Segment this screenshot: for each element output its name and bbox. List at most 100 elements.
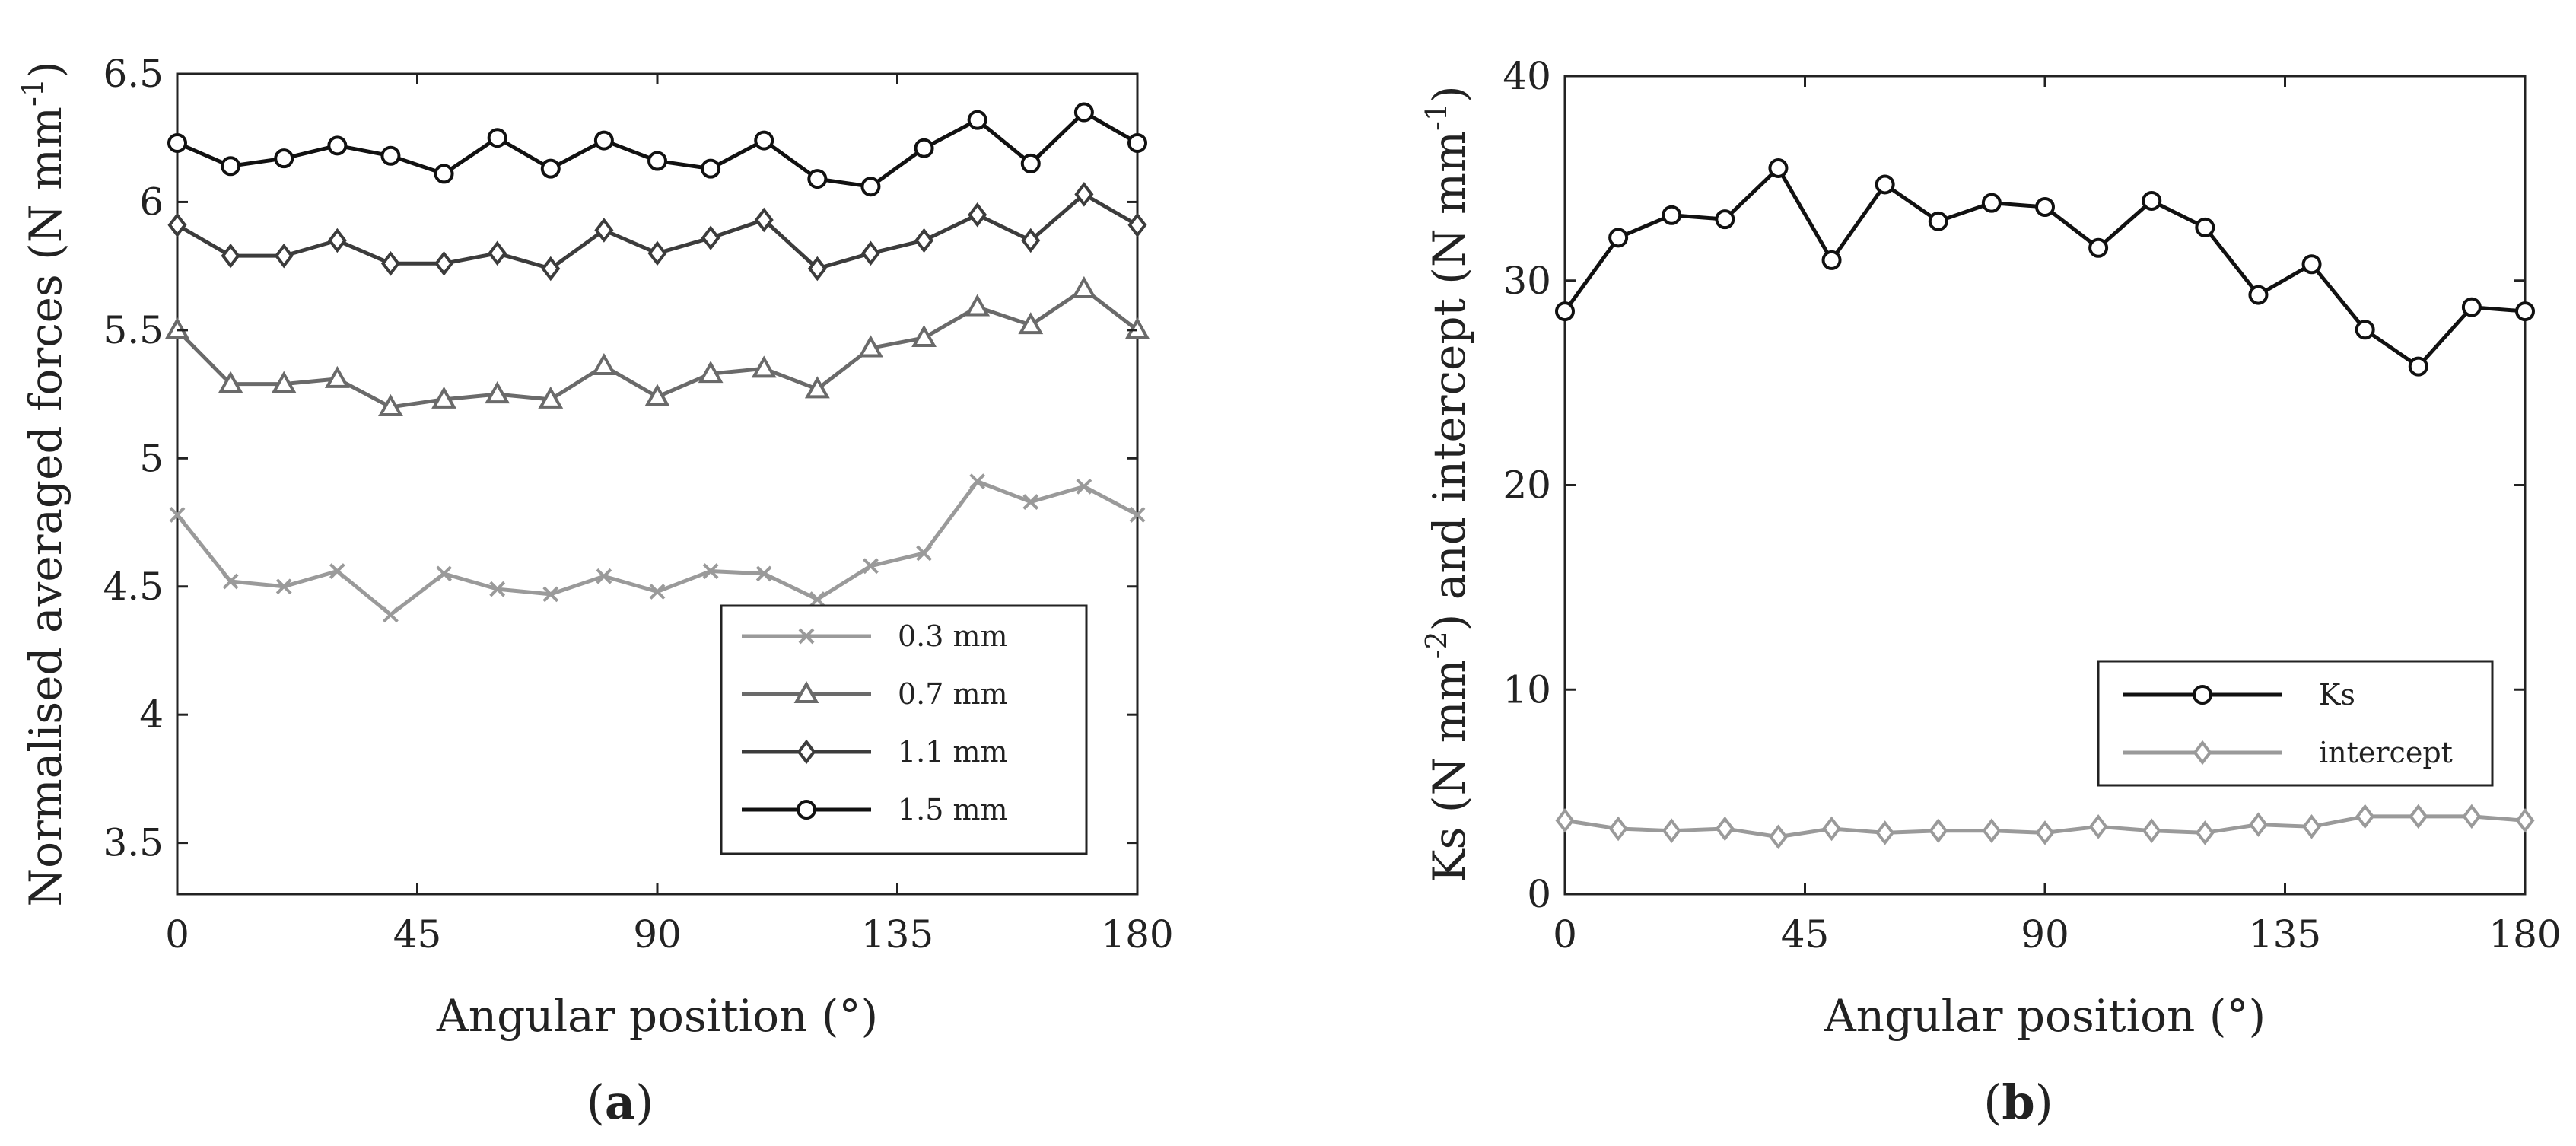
panel-a-xlabel: Angular position (°) <box>436 990 878 1042</box>
panel-a-ytick-label: 4 <box>139 692 164 737</box>
panel-a-point-1-1-mm <box>380 251 400 276</box>
panel-a-point-0-3-mm <box>329 563 345 579</box>
panel-b-point-intercept <box>1929 818 1948 843</box>
panel-b-point-ks <box>1928 211 1948 231</box>
panel-a-xtick-label: 45 <box>393 912 442 957</box>
panel-b-ytick-label: 40 <box>1503 54 1551 98</box>
panel-b-point-ks <box>2461 297 2482 317</box>
panel-a-point-0-7-mm <box>698 361 724 384</box>
panel-a-point-0-3-mm <box>1022 494 1039 510</box>
panel-a-point-1-5-mm <box>221 156 241 177</box>
panel-a-legend-label-0-3-mm: 0.3 mm <box>898 619 1008 653</box>
panel-a-legend-marker-0-3-mm <box>798 628 815 645</box>
panel-b-legend: Ks intercept <box>2097 660 2494 787</box>
panel-a-point-1-1-mm <box>221 243 240 269</box>
panel-a-point-1-5-mm <box>487 128 507 148</box>
panel-a-point-1-1-mm <box>807 256 827 282</box>
panel-b-point-ks <box>2035 197 2055 217</box>
panel-b-point-ks <box>2408 356 2428 377</box>
panel-b-point-intercept <box>2142 818 2161 843</box>
panel-b-xtick-label: 135 <box>2249 912 2321 957</box>
panel-a-point-1-1-mm <box>1074 182 1094 207</box>
panel-a-point-0-3-mm <box>222 573 239 590</box>
panel-b-xtick-label: 180 <box>2489 912 2561 957</box>
panel-a-legend-label-0-7-mm: 0.7 mm <box>898 677 1008 711</box>
panel-b-ytick-label: 30 <box>1503 259 1551 303</box>
panel-b-point-intercept <box>1715 816 1735 842</box>
panel-a-point-0-7-mm <box>804 376 830 399</box>
panel-a-point-1-1-mm <box>914 228 934 253</box>
panel-b-point-ks <box>1981 193 2002 213</box>
panel-a-point-1-5-mm <box>1127 132 1147 153</box>
panel-b-point-intercept <box>1822 816 1842 842</box>
panel-b-legend-label-ks: Ks <box>2319 678 2355 711</box>
panel-b-point-intercept <box>1875 820 1895 845</box>
panel-a-point-0-7-mm <box>378 393 403 416</box>
panel-a-point-0-3-mm <box>702 563 719 579</box>
panel-a-legend-marker-1-5-mm <box>797 800 816 820</box>
panel-b-point-ks <box>1875 174 1895 195</box>
panel-a-point-0-7-mm <box>911 324 937 347</box>
panel-a-series-0-7-mm <box>164 275 1150 416</box>
panel-a-point-1-5-mm <box>807 169 828 189</box>
panel-a-point-0-3-mm <box>275 578 292 595</box>
panel-a-series-0-3-mm <box>169 473 1146 623</box>
panel-a-point-1-5-mm <box>1020 153 1041 173</box>
panel-a-point-0-7-mm <box>271 371 297 393</box>
panel-a-point-1-5-mm <box>380 145 401 166</box>
panel-a-xtick-label: 90 <box>633 912 682 957</box>
panel-a-point-0-7-mm <box>431 386 456 409</box>
panel-a-point-0-7-mm <box>644 384 670 406</box>
panel-a-series-1-5-mm <box>167 102 1147 197</box>
panel-a-point-0-7-mm <box>591 352 617 376</box>
panel-a-legend: 0.3 mm 0.7 mm 1.1 mm 1.5 mm <box>720 604 1088 855</box>
panel-b-xtick-label: 45 <box>1781 912 1830 957</box>
panel-b-point-ks <box>2248 285 2269 305</box>
panel-a-ytick-label: 3.5 <box>103 821 164 865</box>
panel-b-point-ks <box>2142 190 2162 211</box>
panel-a-legend-marker-0-7-mm <box>793 680 819 703</box>
panel-a-point-0-3-mm <box>436 565 452 582</box>
panel-a-ytick-label: 5.5 <box>103 308 164 352</box>
panel-a-series-1-1-mm <box>167 182 1147 282</box>
panel-a-point-1-5-mm <box>540 158 561 179</box>
panel-b-point-intercept <box>2248 812 2268 837</box>
panel-a-ylabel: Normalised averaged forces (N mm-1) <box>16 61 72 906</box>
panel-a-point-1-5-mm <box>754 130 774 151</box>
panel-a-point-0-3-mm <box>863 558 879 575</box>
panel-a-legend-label-1-5-mm: 1.5 mm <box>898 793 1008 826</box>
panel-a-legend-marker-1-1-mm <box>797 739 816 765</box>
panel-a-point-1-5-mm <box>593 130 614 151</box>
panel-a-legend-label-1-1-mm: 1.1 mm <box>898 735 1008 769</box>
panel-a-point-1-5-mm <box>647 151 667 171</box>
panel-a-xtick-label: 180 <box>1101 912 1173 957</box>
panel-b-label: (b) <box>1983 1074 2053 1130</box>
panel-a-label: (a) <box>587 1074 654 1130</box>
panel-b-point-intercept <box>2035 820 2055 845</box>
panel-b-ytick-label: 0 <box>1527 872 1551 916</box>
panel-a-point-1-5-mm <box>167 132 187 153</box>
panel-b-point-intercept <box>2515 807 2535 833</box>
panel-a-point-1-5-mm <box>701 158 721 179</box>
panel-b-point-ks <box>2355 320 2375 340</box>
panel-b-point-ks <box>1608 228 1629 248</box>
panel-b-chart: 0 45 90 135 180 0 10 20 30 40 Ks (N mm-2) and int… <box>1420 54 2562 1130</box>
panel-a-point-1-1-mm <box>647 240 667 266</box>
panel-a-point-0-3-mm <box>809 591 825 608</box>
panel-b-point-ks <box>1555 301 1575 322</box>
panel-b-legend-marker-ks <box>2193 685 2212 705</box>
panel-a-point-1-5-mm <box>434 164 454 184</box>
panel-b-point-intercept <box>2462 804 2482 829</box>
panel-a-point-1-5-mm <box>274 148 294 169</box>
panel-a-point-0-7-mm <box>538 386 564 409</box>
panel-b-series-ks <box>1555 158 2535 377</box>
panel-a-ytick-label: 6 <box>139 180 164 224</box>
panel-a-point-0-3-mm <box>1076 478 1092 495</box>
panel-a-point-1-1-mm <box>541 256 561 282</box>
panel-b-legend-marker-intercept <box>2193 740 2212 766</box>
panel-a-xtick-label: 135 <box>861 912 933 957</box>
panel-a-point-0-7-mm <box>485 381 510 404</box>
panel-a-series-line-0-3-mm <box>176 479 1139 617</box>
panel-a-point-1-5-mm <box>1073 102 1094 123</box>
